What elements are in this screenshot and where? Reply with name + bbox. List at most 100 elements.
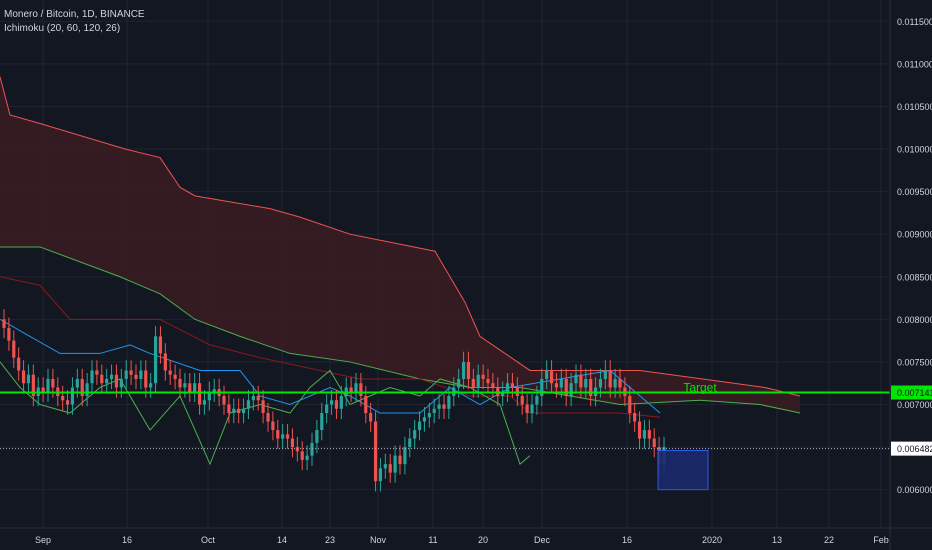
candle-body [295,447,299,452]
candle-body [129,370,133,375]
projection-box [657,450,709,491]
candle-body [378,468,383,482]
candle-body [564,378,568,396]
candle-body [188,383,192,392]
candle-body [119,378,123,388]
candle-body [222,396,226,405]
candle-body [520,396,524,405]
candle-body [334,400,339,409]
candle-body [540,378,544,396]
candle-body [241,408,246,414]
candle-body [124,370,128,379]
candle-body [471,378,475,388]
x-tick-label: 22 [824,535,834,545]
candle-body [417,421,422,431]
candle-body [70,387,75,405]
candle-body [95,370,99,375]
candle-body [246,400,251,409]
candle-body [589,378,593,396]
y-tick-label: 0.010000 [897,145,932,155]
candle-body [51,378,55,388]
x-tick-label: 16 [622,535,632,545]
y-axis[interactable]: 0.011500 0.011000 0.010500 0.010000 0.009500… [889,0,932,550]
x-axis[interactable]: Sep 16 Oct 14 23 Nov 11 20 Dec 16 2020 13 22 Feb [0,527,932,545]
y-tick-label: 0.008000 [897,315,932,325]
candle-body [510,383,515,388]
candle-body [109,374,114,379]
candle-body [466,361,471,379]
indicator-label[interactable]: Ichimoku (20, 60, 120, 26) [4,23,121,34]
candle-body [481,374,485,379]
target-label: Target [683,381,717,395]
candle-body [398,455,402,465]
overlays: Target [0,381,890,491]
y-tick-label: 0.011000 [897,59,932,69]
candle-body [65,400,70,405]
candle-body [461,361,466,379]
candle-body [21,370,26,384]
candle-body [579,374,583,388]
candle-body [305,455,309,460]
candle-body [158,336,163,354]
candle-body [183,383,187,388]
cloud-fill [0,76,800,414]
x-tick-label: Feb [873,535,889,545]
candle-body [432,408,436,414]
x-tick-label: 11 [428,535,437,545]
legend: Monero / Bitcoin, 1D, BINANCE Ichimoku (… [4,8,145,36]
candle-body [80,378,84,396]
candle-body [584,378,588,388]
candle-body [354,383,358,392]
candle-body [266,413,270,422]
candle-body [227,404,231,414]
symbol-title[interactable]: Monero / Bitcoin, 1D, BINANCE [4,9,145,20]
candle-body [17,357,21,371]
candle-body [46,378,50,392]
x-tick-label: Sep [35,535,51,545]
candle-body [202,400,207,405]
candle-body [442,404,446,409]
y-tick-label: 0.007500 [897,357,932,367]
candle-body [100,374,104,384]
candle-body [388,464,392,473]
candle-body [598,378,603,388]
candle-body [315,430,319,443]
candle-body [149,383,153,388]
candle-body [642,430,647,439]
x-tick-label: 23 [325,535,335,545]
candle-body [613,378,617,388]
candle-body [339,396,343,409]
candle-body [329,400,334,405]
candle-body [276,430,280,439]
candle-body [608,370,612,388]
candle-body [90,370,94,384]
x-tick-label: 2020 [702,535,722,545]
candle-body [535,396,539,405]
candle-body [197,383,202,405]
candle-body [491,383,495,388]
candle-body [364,396,368,414]
candle-body [178,378,182,388]
candle-body [447,396,451,409]
y-tick-label: 0.008500 [897,272,932,282]
x-tick-label: Nov [370,535,387,545]
candle-body [437,404,441,409]
candle-body [349,387,353,392]
last-price-tag [891,441,932,456]
candle-body [85,383,89,396]
candle-body [457,378,461,388]
candle-body [403,447,407,465]
candle-body [413,430,417,439]
x-tick-label: 16 [122,535,132,545]
candle-body [7,327,11,341]
ichimoku-cloud [0,76,801,414]
candle-body [285,434,290,439]
candle-body [2,319,6,328]
candle-body [256,396,260,401]
candle-body [261,400,265,414]
candle-body [603,370,607,379]
last-price-tag-label: 0.006482 [897,444,932,454]
candle-body [554,383,559,388]
candle-body [618,378,622,388]
